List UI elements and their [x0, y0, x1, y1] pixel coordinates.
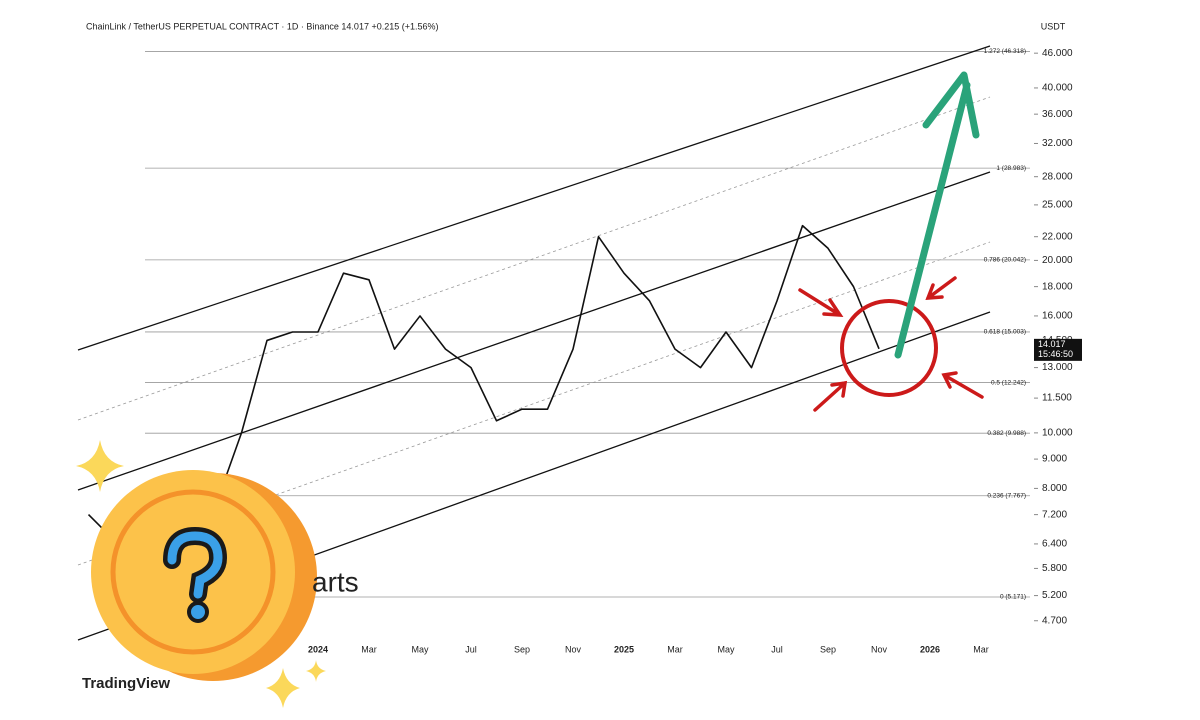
- green-arrow-head: [922, 71, 980, 139]
- x-tick-label: May: [411, 644, 429, 654]
- brand: TradingView: [82, 675, 170, 692]
- x-tick-label: 2026: [920, 644, 940, 654]
- fib-label: 0 (5.171): [1000, 594, 1026, 601]
- price-tag: [1034, 338, 1082, 361]
- chart-title: ChainLink / TetherUS PERPETUAL CONTRACT …: [86, 21, 439, 31]
- channel-mid: [77, 96, 991, 421]
- y-tick-label: 13.000: [1042, 362, 1073, 373]
- y-tick-label: 8.000: [1042, 483, 1067, 494]
- y-tick-label: 9.000: [1042, 454, 1067, 465]
- y-tick-label: 7.200: [1042, 509, 1067, 520]
- y-tick-label: 22.000: [1042, 231, 1073, 242]
- y-tick-label: 28.000: [1042, 171, 1073, 182]
- y-tick-label: 5.200: [1042, 590, 1067, 601]
- fib-label: 0.618 (15.003): [984, 329, 1026, 336]
- countdown: 15:46:50: [1038, 349, 1073, 359]
- fib-label: 0.5 (12.242): [991, 379, 1026, 386]
- fib-label: 0.786 (20.042): [984, 257, 1026, 264]
- watermark: arts: [312, 566, 359, 597]
- y-tick-label: 40.000: [1042, 83, 1073, 94]
- red-arrow: [798, 288, 844, 317]
- x-tick-label: Mar: [973, 644, 989, 654]
- coin-ring: [110, 489, 276, 655]
- x-tick-label: Nov: [871, 644, 888, 654]
- channel-line: [77, 171, 991, 491]
- y-tick-label: 36.000: [1042, 109, 1073, 120]
- x-tick-label: Jul: [771, 644, 783, 654]
- y-tick-label: 25.000: [1042, 200, 1073, 211]
- x-tick-label: Jul: [465, 644, 477, 654]
- y-tick-label: 6.400: [1042, 539, 1067, 550]
- question-dot: [187, 601, 209, 623]
- x-tick-label: Nov: [565, 644, 582, 654]
- y-tick-label: 32.000: [1042, 138, 1073, 149]
- x-tick-label: Sep: [820, 644, 836, 654]
- x-tick-label: May: [717, 644, 735, 654]
- coin-face: [91, 470, 295, 674]
- fib-label: 1 (28.983): [996, 165, 1026, 172]
- y-tick-label: 10.000: [1042, 428, 1073, 439]
- red-arrow: [925, 276, 957, 300]
- red-arrows: [798, 276, 984, 412]
- y-tick-label: 20.000: [1042, 255, 1073, 266]
- red-arrow: [813, 380, 848, 412]
- x-tick-label: Mar: [667, 644, 683, 654]
- y-tick-label: 5.800: [1042, 563, 1067, 574]
- y-tick-label: 16.000: [1042, 311, 1073, 322]
- x-tick-label: 2024: [308, 644, 328, 654]
- y-tick-label: 11.500: [1042, 393, 1072, 404]
- channel-line: [77, 45, 991, 351]
- sparkle: [76, 440, 124, 492]
- highlight-circle: [840, 299, 938, 397]
- fib-label: 0.236 (7.767): [987, 492, 1026, 499]
- y-tick-label: 4.700: [1042, 615, 1067, 626]
- x-tick-label: Sep: [514, 644, 530, 654]
- coin-icon: [76, 440, 326, 708]
- fib-label: 1.272 (46.318): [984, 48, 1026, 55]
- green-arrow: [894, 81, 971, 359]
- price-tag-label: 14.017: [1038, 339, 1066, 349]
- fib-label: 0.382 (9.988): [987, 430, 1026, 437]
- x-tick-label: 2025: [614, 644, 634, 654]
- question-mark: [167, 531, 223, 599]
- y-tick-label: 46.000: [1042, 48, 1073, 59]
- channel-mid: [77, 241, 991, 566]
- sparkle: [306, 660, 326, 682]
- x-tick-label: Mar: [361, 644, 377, 654]
- sparkle: [266, 668, 300, 708]
- y-axis-label: USDT: [1041, 21, 1066, 31]
- y-tick-label: 18.000: [1042, 281, 1073, 292]
- red-arrow: [941, 371, 984, 399]
